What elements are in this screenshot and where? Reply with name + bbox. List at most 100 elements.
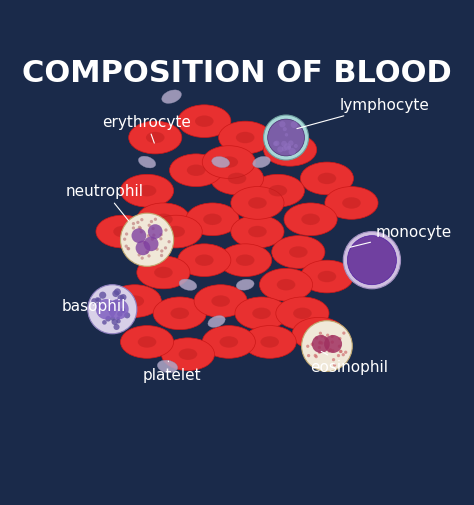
Circle shape bbox=[315, 337, 318, 340]
Circle shape bbox=[343, 232, 401, 289]
Circle shape bbox=[120, 294, 127, 301]
Circle shape bbox=[115, 305, 119, 310]
Circle shape bbox=[114, 289, 121, 295]
Circle shape bbox=[320, 342, 323, 345]
Circle shape bbox=[268, 120, 304, 157]
Circle shape bbox=[344, 351, 347, 354]
Circle shape bbox=[291, 122, 298, 129]
Ellipse shape bbox=[195, 116, 214, 128]
Circle shape bbox=[329, 348, 332, 352]
Circle shape bbox=[96, 302, 102, 309]
Ellipse shape bbox=[236, 280, 254, 290]
Ellipse shape bbox=[179, 349, 197, 360]
Circle shape bbox=[137, 254, 141, 257]
Ellipse shape bbox=[228, 173, 246, 185]
Ellipse shape bbox=[212, 157, 229, 168]
Circle shape bbox=[147, 255, 151, 258]
Circle shape bbox=[95, 297, 100, 302]
Ellipse shape bbox=[301, 163, 354, 195]
Ellipse shape bbox=[281, 145, 300, 156]
Ellipse shape bbox=[269, 185, 287, 197]
Circle shape bbox=[112, 290, 119, 297]
Ellipse shape bbox=[138, 336, 156, 348]
Ellipse shape bbox=[289, 247, 308, 258]
Circle shape bbox=[326, 346, 329, 349]
Circle shape bbox=[330, 335, 334, 338]
Ellipse shape bbox=[325, 187, 378, 220]
Ellipse shape bbox=[186, 204, 239, 236]
Circle shape bbox=[138, 226, 141, 230]
Circle shape bbox=[277, 147, 283, 153]
Circle shape bbox=[111, 301, 116, 306]
Circle shape bbox=[91, 298, 97, 305]
Ellipse shape bbox=[293, 308, 312, 320]
Ellipse shape bbox=[202, 326, 255, 359]
Circle shape bbox=[136, 241, 150, 256]
Circle shape bbox=[109, 301, 115, 308]
Ellipse shape bbox=[149, 216, 202, 248]
Circle shape bbox=[289, 149, 296, 156]
Ellipse shape bbox=[301, 261, 354, 293]
Circle shape bbox=[96, 298, 101, 303]
Circle shape bbox=[338, 337, 342, 340]
Circle shape bbox=[147, 224, 151, 227]
Ellipse shape bbox=[236, 132, 255, 144]
Circle shape bbox=[140, 219, 144, 222]
Circle shape bbox=[132, 227, 135, 230]
Ellipse shape bbox=[195, 255, 214, 266]
Ellipse shape bbox=[194, 285, 247, 318]
Ellipse shape bbox=[235, 297, 288, 330]
Ellipse shape bbox=[277, 279, 295, 291]
Circle shape bbox=[339, 350, 343, 354]
Circle shape bbox=[123, 238, 126, 241]
Circle shape bbox=[146, 251, 149, 255]
Circle shape bbox=[113, 300, 119, 306]
Circle shape bbox=[333, 364, 336, 367]
Circle shape bbox=[111, 319, 118, 325]
Ellipse shape bbox=[272, 236, 325, 269]
Circle shape bbox=[283, 128, 287, 132]
Circle shape bbox=[125, 233, 128, 236]
Circle shape bbox=[287, 146, 291, 149]
Circle shape bbox=[141, 257, 144, 260]
Ellipse shape bbox=[138, 185, 156, 197]
Circle shape bbox=[337, 354, 340, 358]
Circle shape bbox=[273, 142, 278, 147]
Ellipse shape bbox=[251, 175, 304, 208]
Circle shape bbox=[306, 345, 310, 348]
Circle shape bbox=[326, 334, 329, 337]
Circle shape bbox=[318, 341, 321, 345]
Text: basophil: basophil bbox=[61, 298, 126, 313]
Circle shape bbox=[264, 116, 309, 161]
Circle shape bbox=[307, 354, 310, 358]
Circle shape bbox=[152, 227, 155, 231]
Ellipse shape bbox=[310, 328, 328, 340]
Text: monocyte: monocyte bbox=[350, 225, 452, 248]
Ellipse shape bbox=[128, 122, 182, 155]
Circle shape bbox=[281, 141, 287, 147]
Ellipse shape bbox=[284, 204, 337, 236]
Circle shape bbox=[151, 238, 154, 241]
Circle shape bbox=[102, 306, 106, 309]
Ellipse shape bbox=[264, 134, 317, 167]
Ellipse shape bbox=[178, 244, 231, 277]
Ellipse shape bbox=[113, 226, 132, 238]
Circle shape bbox=[125, 245, 128, 248]
Circle shape bbox=[152, 234, 155, 237]
Circle shape bbox=[324, 337, 327, 340]
Ellipse shape bbox=[96, 216, 149, 248]
Ellipse shape bbox=[236, 255, 255, 266]
Circle shape bbox=[99, 292, 106, 299]
Ellipse shape bbox=[301, 214, 320, 226]
Ellipse shape bbox=[166, 226, 185, 238]
Circle shape bbox=[144, 237, 158, 251]
Text: erythrocyte: erythrocyte bbox=[102, 115, 191, 144]
Circle shape bbox=[105, 316, 111, 322]
Circle shape bbox=[154, 218, 157, 222]
Circle shape bbox=[107, 307, 112, 312]
Circle shape bbox=[124, 313, 130, 319]
Ellipse shape bbox=[179, 279, 197, 291]
Circle shape bbox=[164, 247, 167, 250]
Ellipse shape bbox=[203, 214, 222, 226]
Circle shape bbox=[127, 247, 130, 251]
